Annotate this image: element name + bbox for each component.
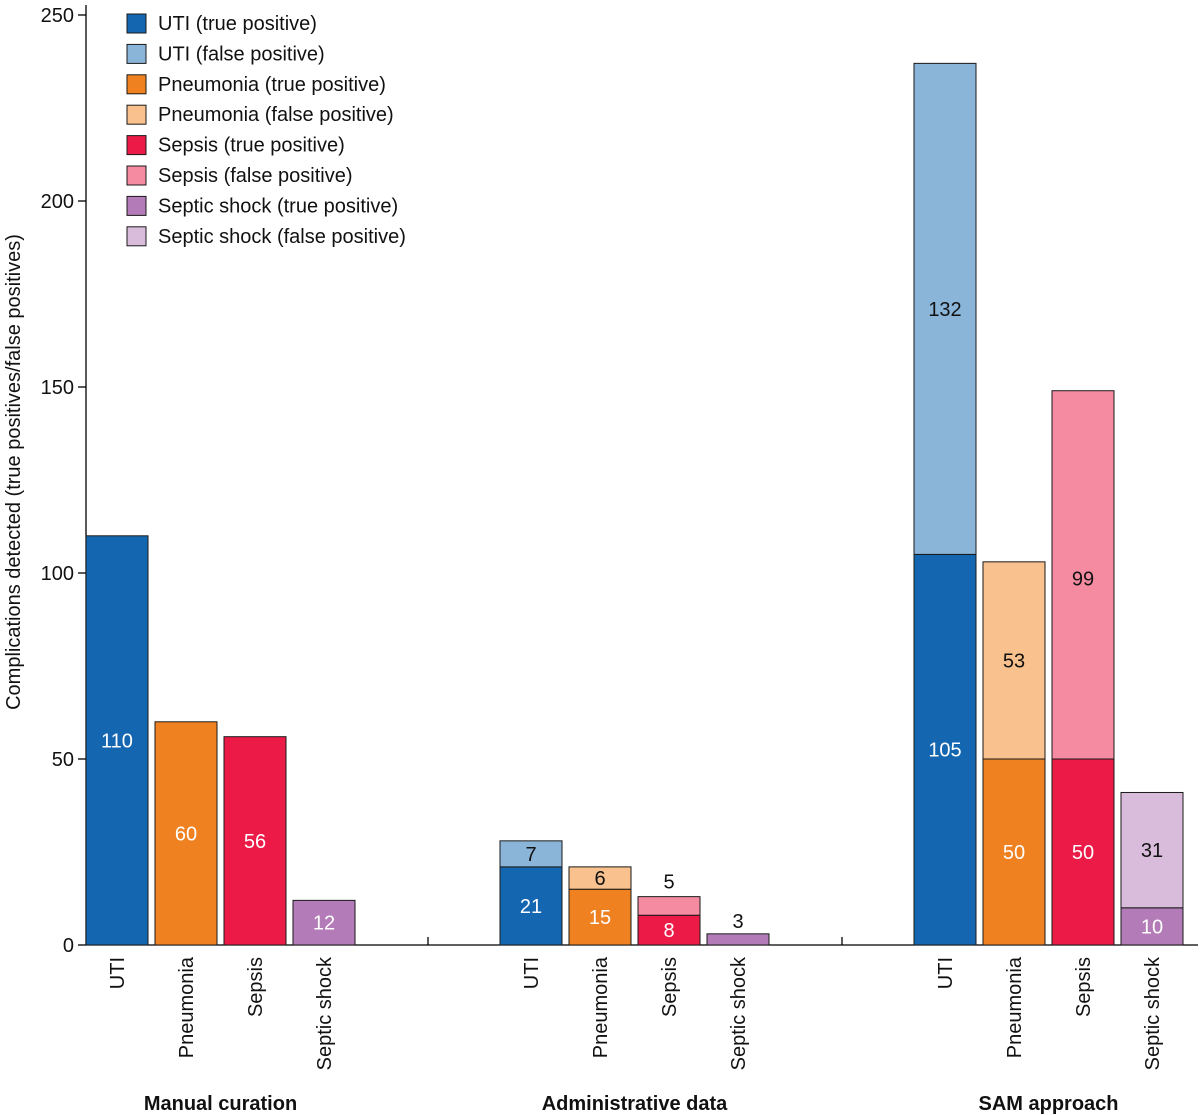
data-label-true-positive: 15	[589, 907, 611, 929]
data-label-false-positive: 7	[525, 844, 536, 866]
data-label-false-positive: 53	[1003, 650, 1025, 672]
category-label: UTI	[521, 957, 543, 989]
data-label-false-positive: 6	[594, 868, 605, 890]
category-label: UTI	[935, 957, 957, 989]
legend-swatch	[126, 104, 147, 125]
bar-false-positive	[637, 896, 701, 916]
category-label: Pneumonia	[1004, 956, 1026, 1058]
category-label: Septic shock	[728, 956, 750, 1070]
legend-swatch	[126, 13, 147, 34]
y-tick-label: 150	[41, 377, 74, 399]
bar-true-positive	[982, 758, 1046, 946]
legend-label: Pneumonia (true positive)	[158, 74, 386, 96]
data-label-false-positive: 5	[663, 872, 674, 894]
data-label-true-positive: 10	[1141, 916, 1163, 938]
legend-swatch	[126, 43, 147, 64]
legend-label: Pneumonia (false positive)	[158, 104, 394, 126]
data-label-true-positive: 12	[313, 913, 335, 935]
data-label-true-positive: 105	[928, 740, 961, 762]
y-tick-label: 250	[41, 5, 74, 27]
category-label: Sepsis	[1073, 957, 1095, 1017]
group-label: Administrative data	[542, 1093, 728, 1115]
legend-swatch	[126, 74, 147, 95]
y-tick-label: 0	[63, 935, 74, 957]
data-label-true-positive: 21	[520, 896, 542, 918]
data-label-true-positive: 56	[244, 831, 266, 853]
bar-true-positive	[1120, 907, 1184, 946]
data-label-true-positive: 110	[101, 730, 133, 752]
data-label-true-positive: 50	[1003, 842, 1025, 864]
legend-swatch	[126, 165, 147, 186]
data-label-true-positive: 3	[732, 911, 743, 933]
bar-false-positive	[982, 561, 1046, 760]
bar-false-positive	[1051, 390, 1115, 760]
category-label: Pneumonia	[590, 956, 612, 1058]
bar-false-positive	[913, 62, 977, 555]
legend-label: Sepsis (false positive)	[158, 165, 353, 187]
legend-label: Sepsis (true positive)	[158, 135, 345, 157]
legend-swatch	[126, 226, 147, 247]
legend: UTI (true positive) UTI (false positive) P…	[126, 13, 406, 248]
bar-false-positive	[1120, 791, 1184, 909]
bar-true-positive	[1051, 758, 1115, 946]
bar-true-positive	[292, 899, 356, 946]
bar-true-positive	[637, 914, 701, 946]
group-label: SAM approach	[978, 1093, 1118, 1115]
legend-label: UTI (false positive)	[158, 43, 325, 65]
data-label-true-positive: 50	[1072, 842, 1094, 864]
legend-label: Septic shock (false positive)	[158, 226, 406, 248]
data-label-true-positive: 60	[175, 823, 197, 845]
category-label: Sepsis	[659, 957, 681, 1017]
bar-false-positive	[499, 840, 563, 868]
legend-swatch	[126, 195, 147, 216]
bar-true-positive	[85, 535, 149, 946]
bar-true-positive	[568, 888, 632, 946]
bar-true-positive	[706, 933, 770, 946]
bar-false-positive	[568, 866, 632, 890]
bar-true-positive	[499, 866, 563, 946]
y-tick-label: 50	[52, 749, 74, 771]
category-label: Septic shock	[1142, 956, 1164, 1070]
bar-true-positive	[154, 721, 218, 946]
data-label-false-positive: 99	[1072, 569, 1094, 591]
category-label: Pneumonia	[176, 956, 198, 1058]
bar-true-positive	[223, 736, 287, 946]
y-tick-label: 200	[41, 191, 74, 213]
group-label: Manual curation	[144, 1093, 297, 1115]
data-label-false-positive: 132	[928, 299, 961, 321]
data-label-false-positive: 31	[1141, 840, 1163, 862]
y-tick-label: 100	[41, 563, 74, 585]
y-axis-title: Complications detected (true positives/f…	[3, 234, 25, 710]
category-label: UTI	[107, 957, 129, 989]
legend-label: Septic shock (true positive)	[158, 195, 398, 217]
legend-swatch	[126, 135, 147, 156]
category-label: Sepsis	[245, 957, 267, 1017]
legend-label: UTI (true positive)	[158, 13, 317, 35]
category-label: Septic shock	[314, 956, 336, 1070]
data-label-true-positive: 8	[663, 920, 674, 942]
